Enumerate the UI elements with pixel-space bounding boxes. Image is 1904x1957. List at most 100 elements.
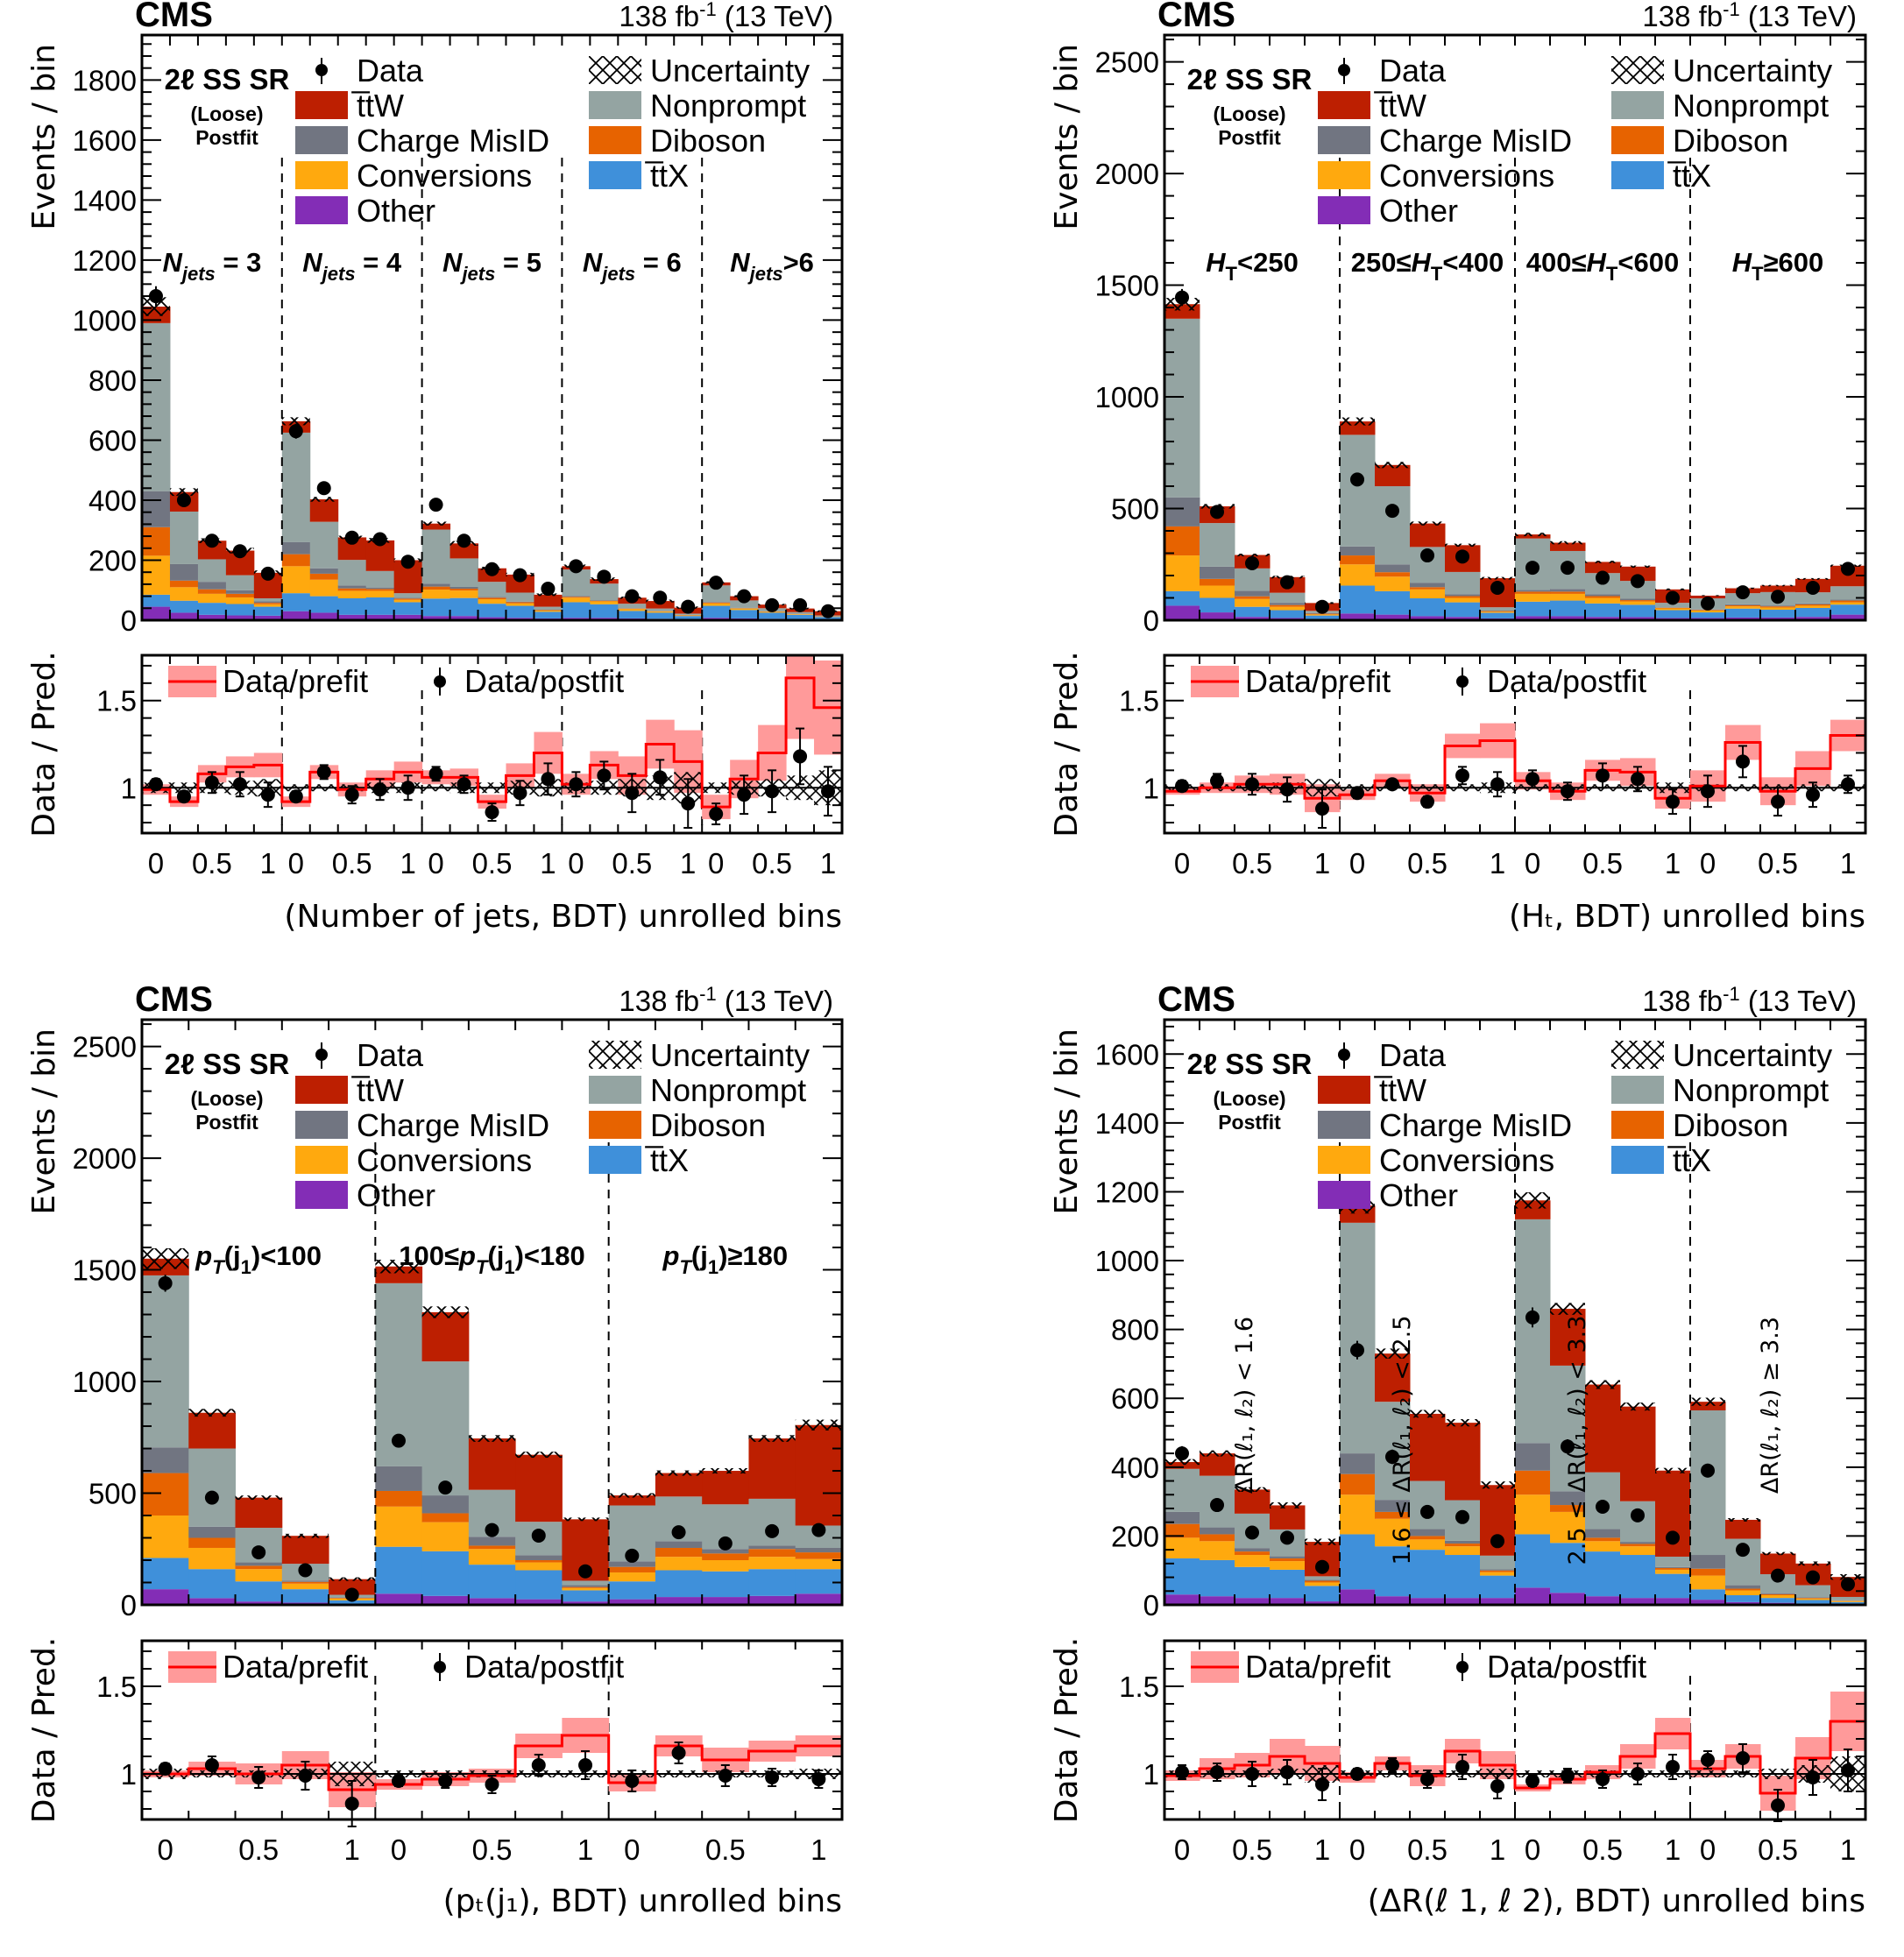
postfit-point [1385,1758,1399,1772]
data-point [158,1275,173,1290]
x-tick-label: 0.5 [752,847,792,880]
bar-ttX [1620,604,1656,618]
bar-ttX [1480,612,1516,618]
bar-diboson [1480,611,1516,612]
bar-ttX [1690,1589,1726,1600]
bar-other [1760,617,1796,620]
x-tick-label: 0 [288,847,304,880]
uncertainty-band [1235,1487,1270,1492]
postfit-point [1280,1765,1294,1779]
x-tick-label: 0 [1174,1833,1190,1866]
bar-other [142,1589,189,1605]
bar-conversions [1760,607,1796,611]
bar-conversions [1375,576,1411,591]
ratio-y-axis-label: Data / Pred. [1049,651,1085,837]
bar-ttX [393,602,423,615]
postfit-point [1525,1774,1539,1788]
bar-ttW [1410,1413,1446,1481]
y-tick-label: 1500 [1095,270,1159,302]
postfit-point [1596,1772,1610,1786]
y-tick-label: 0 [121,1589,137,1621]
data-point [1561,561,1575,576]
bar-diboson [655,1547,703,1558]
postfit-point [1771,795,1785,809]
ratio-legend-marker-icon [1456,675,1469,688]
data-point [671,1525,686,1540]
data-point [681,599,696,614]
bar-nonprompt [1690,1409,1726,1556]
postfit-point [1666,1760,1680,1774]
postfit-point [1315,1777,1329,1791]
bar-conversions [1795,605,1831,608]
bar-conversions [1410,589,1446,599]
sr-title: 2ℓ SS SR [1187,63,1313,95]
x-tick-label: 0.5 [1582,847,1623,880]
bar-nonprompt [1655,1556,1691,1567]
bar-ttW [1164,1461,1200,1469]
chart-panel-3: CMS 138 fb-1 (13 TeV) pT(j1)<100 100≤pT(j1)… [26,980,844,1919]
bar-ttX [169,600,199,613]
uncertainty-band [1305,1538,1340,1545]
bar-conversions [1795,1598,1831,1600]
bar-chargemisid [142,491,171,527]
postfit-point [681,796,696,811]
legend-data-marker-icon [315,64,328,76]
bar-conversions [1445,1546,1481,1556]
legend-label-chargemisid: Charge MisID [1379,123,1572,159]
bar-nonprompt [1515,1219,1551,1444]
y-tick-label: 400 [88,484,137,517]
postfit-point [653,770,668,785]
x-tick-label: 0.5 [705,1833,746,1866]
postfit-point [709,807,724,822]
bar-chargemisid [393,597,423,599]
legend-label-ttW: t̅tW [1374,1072,1426,1108]
postfit-point [316,765,331,780]
uncertainty-band [468,1435,516,1442]
uncertainty-band [1760,584,1795,587]
bar-ttW [1620,1406,1656,1501]
x-tick-label: 0 [148,847,164,880]
bar-other [1164,605,1200,620]
data-point [391,1433,406,1448]
bar-ttX [365,597,395,615]
bar-chargemisid [1760,605,1796,607]
x-tick-label: 1 [400,847,415,880]
bar-ttX [786,614,815,619]
bar-conversions [562,597,591,603]
bar-chargemisid [748,1545,796,1550]
bar-diboson [702,602,731,604]
x-tick-label: 1 [820,847,836,880]
bar-nonprompt [197,559,227,583]
ratio-y-axis-label: Data / Pred. [26,651,62,837]
bar-ttW [1375,464,1411,487]
bar-ttW [281,1536,329,1565]
bar-nonprompt [1830,1596,1866,1600]
x-tick-label: 0.5 [472,847,513,880]
x-tick-label: 0 [708,847,724,880]
legend-label-ttX: t̅tX [645,158,689,194]
uncertainty-band [421,521,450,526]
postfit-point [811,1772,826,1786]
bar-chargemisid [702,602,731,603]
postfit-point [288,789,303,804]
bar-diboson [1340,1473,1376,1495]
bar-nonprompt [590,583,619,601]
bar-chargemisid [421,583,451,587]
bar-ttX [758,612,787,619]
bar-chargemisid [1515,590,1551,592]
x-tick-label: 0 [428,847,443,880]
bar-conversions [225,597,255,604]
bar-other [337,614,367,620]
legend-label-ttX: t̅tX [645,1142,689,1178]
uncertainty-band [1655,588,1690,590]
y-tick-label: 1600 [73,124,137,157]
bar-nonprompt [748,1498,796,1546]
bar-conversions [478,599,506,604]
bar-diboson [1270,604,1306,607]
region-label: 1.6 ≤ ΔR(ℓ₁, ℓ₂) < 2.5 [1389,1316,1416,1565]
chart-panel-2: CMS 138 fb-1 (13 TeV) HT<250 250≤HT<400 400≤… [1049,0,1867,935]
postfit-point [1385,777,1399,792]
y-axis-label: Events / bin [1049,44,1085,230]
bar-nonprompt [309,521,339,569]
cms-label: CMS [135,980,213,1019]
